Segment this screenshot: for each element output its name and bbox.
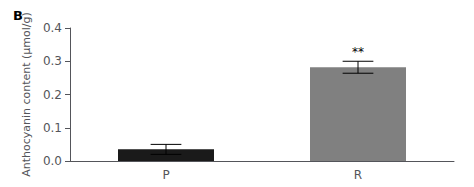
svg-text:0.2: 0.2 [43, 88, 62, 102]
svg-text:0.0: 0.0 [43, 154, 62, 168]
svg-text:R: R [354, 168, 362, 182]
svg-text:**: ** [352, 45, 364, 59]
svg-text:0.3: 0.3 [43, 54, 62, 68]
svg-text:P: P [162, 168, 169, 182]
svg-text:0.1: 0.1 [43, 121, 62, 135]
svg-text:0.4: 0.4 [43, 21, 62, 35]
svg-text:Anthocyanin content (μmol/g): Anthocyanin content (μmol/g) [20, 12, 33, 177]
svg-text:B: B [13, 8, 23, 23]
